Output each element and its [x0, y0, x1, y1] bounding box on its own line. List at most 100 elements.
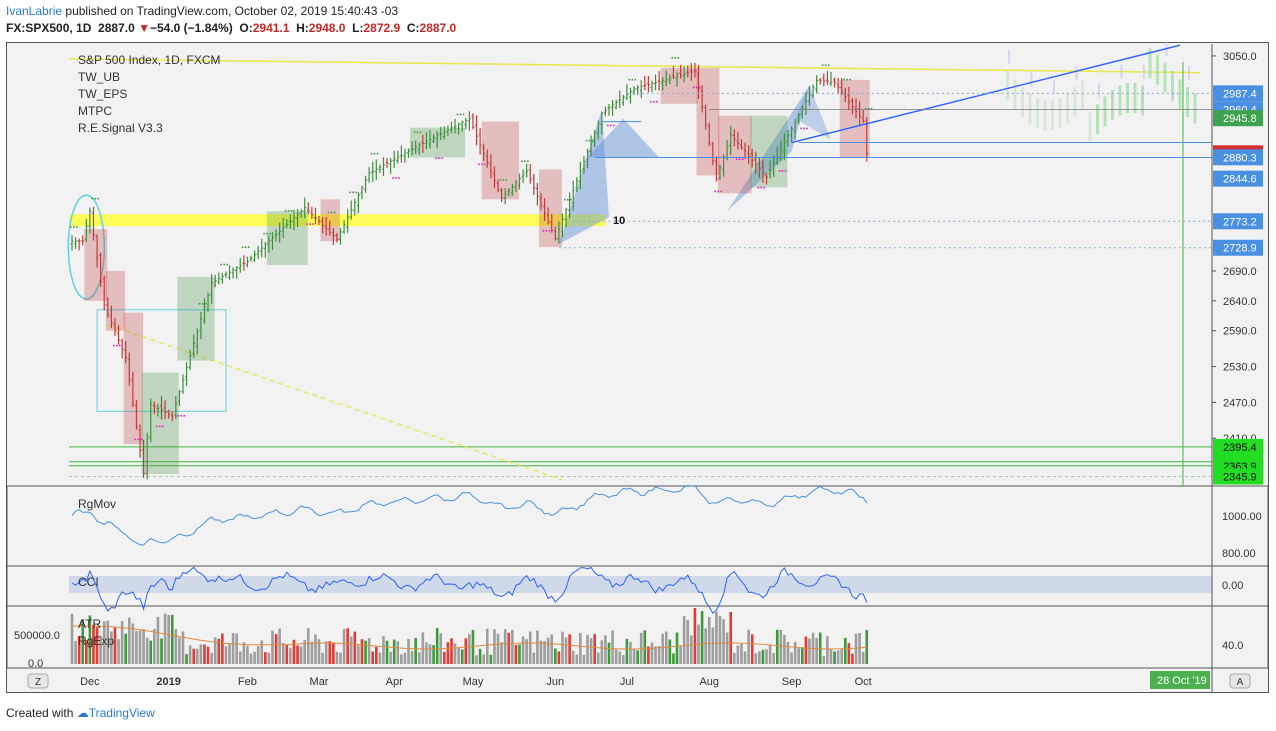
volume-bar — [722, 619, 725, 664]
volume-bar — [392, 639, 396, 664]
volume-bar — [550, 634, 554, 664]
legend-indicator: R.E.Signal V3.3 — [78, 121, 163, 135]
publish-line: IvanLabrie published on TradingView.com,… — [6, 4, 398, 18]
volume-bar — [586, 634, 589, 664]
time-tick-label: May — [463, 676, 484, 688]
volume-bar — [525, 639, 528, 664]
cci-band — [69, 576, 1212, 593]
projection-bar — [1141, 85, 1144, 116]
volume-bar — [407, 638, 410, 664]
volume-bar — [647, 646, 650, 664]
volume-bar — [815, 637, 818, 664]
volume-bar — [625, 638, 629, 664]
cci-line — [71, 566, 868, 614]
signal-dot — [349, 191, 351, 194]
volume-bar — [446, 642, 450, 664]
volume-bar — [174, 629, 178, 664]
rgmov-tick: 800.00 — [1222, 548, 1256, 560]
volume-bar — [142, 629, 145, 664]
signal-dot — [247, 246, 250, 249]
volume-bar — [554, 648, 557, 664]
open-label: O: — [239, 21, 253, 35]
signal-dot — [499, 179, 502, 181]
volume-bar — [85, 640, 88, 664]
volume-bar — [729, 612, 733, 664]
triangle-pattern — [587, 118, 660, 158]
signal-dot — [435, 157, 437, 159]
volume-bar — [178, 637, 181, 664]
volume-bar — [715, 611, 718, 664]
volume-bar — [779, 630, 783, 664]
volume-bar — [349, 636, 353, 664]
volume-bar — [375, 646, 378, 664]
volume-bar — [579, 632, 582, 664]
signal-dot — [370, 152, 373, 155]
volume-bar — [690, 635, 693, 664]
volume-bar — [693, 608, 697, 664]
price-tick-label: 2690.0 — [1223, 266, 1257, 278]
volume-bar — [196, 648, 199, 664]
tradingview-brand[interactable]: TradingView — [88, 706, 155, 720]
volume-bar — [124, 633, 127, 664]
tradingview-logo-icon[interactable]: ☁ — [76, 706, 89, 720]
volume-bar — [425, 642, 428, 664]
volume-bar — [851, 653, 854, 664]
volume-bar — [707, 617, 711, 664]
main-pane-bg — [69, 44, 1212, 486]
volume-bar — [170, 614, 174, 664]
signal-dot — [459, 113, 462, 116]
signal-dot — [223, 263, 225, 266]
signal-dot — [628, 78, 631, 81]
volume-bar — [675, 632, 679, 664]
signal-dot — [290, 210, 293, 212]
projection-bar — [1088, 112, 1092, 143]
legend-indicator: TW_EPS — [78, 87, 127, 101]
price-tick-label: 2470.0 — [1223, 397, 1257, 409]
signal-dot — [287, 210, 290, 212]
projection-bar — [1118, 85, 1122, 116]
volume-bar — [285, 644, 289, 664]
volume-bar — [682, 615, 686, 664]
low-label: L: — [352, 21, 364, 35]
volume-bar — [403, 652, 407, 664]
volume-bar — [303, 640, 306, 664]
volume-bar — [127, 617, 131, 664]
price-tick-label: 2590.0 — [1223, 326, 1257, 338]
published-text: published on TradingView.com, October 02… — [65, 4, 399, 18]
rgmov-pane — [6, 485, 1269, 567]
projection-bar — [1021, 87, 1024, 117]
volume-bar — [493, 629, 496, 664]
zoom-button-label[interactable]: Z — [35, 677, 41, 688]
volume-bar — [328, 641, 332, 664]
author-link[interactable]: IvanLabrie — [6, 4, 63, 18]
volume-bar — [92, 624, 95, 664]
signal-dot — [542, 229, 545, 232]
signal-dot — [112, 344, 115, 347]
volume-bar — [131, 623, 135, 664]
volume-bar — [460, 649, 464, 664]
volume-bar — [342, 629, 346, 664]
volume-bar — [611, 630, 614, 664]
signal-dot — [306, 223, 308, 225]
signal-dot — [738, 158, 741, 161]
price-label: 2345.9 — [1223, 472, 1257, 484]
projection-bar — [1075, 66, 1078, 81]
signal-dot — [652, 100, 655, 103]
signal-dot — [478, 163, 480, 166]
price-label-bg — [1213, 110, 1263, 127]
signal-dot — [183, 415, 185, 417]
volume-bar — [632, 648, 636, 664]
volume-bar — [503, 629, 507, 664]
signal-dot — [778, 170, 781, 172]
signal-dot — [803, 127, 805, 130]
signal-dot — [134, 438, 137, 441]
auto-scale-button-label[interactable]: A — [1237, 677, 1244, 688]
projection-bar — [1133, 83, 1137, 114]
signal-dot — [456, 113, 459, 116]
signal-dot — [161, 425, 164, 428]
signal-dot — [333, 211, 336, 214]
signal-dot — [137, 438, 140, 441]
volume-bar — [700, 611, 704, 664]
volume-bar — [335, 651, 339, 664]
